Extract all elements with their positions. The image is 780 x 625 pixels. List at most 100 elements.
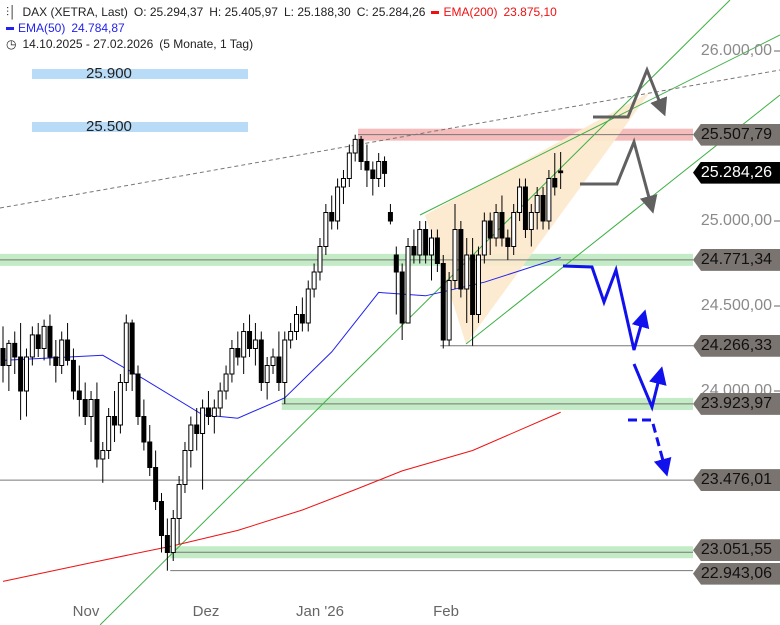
span-label: (5 Monate, 1 Tag) [159,37,254,51]
candle-body [558,170,564,174]
candle-body [423,229,429,256]
candle-body [311,271,317,290]
candle-body [387,212,393,222]
candle-body [18,356,24,392]
ema50-value: 24.784,87 [71,21,125,35]
candle-body [47,325,53,358]
candle-body [188,424,194,451]
candle-body [88,399,94,417]
chart-header: ⫶│ DAX (XETRA, Last) O: 25.294,37 H: 25.405… [6,5,563,20]
candle-body [546,178,552,222]
candle-body [112,416,118,426]
y-tick-label: 24.500,00 [700,297,772,314]
high-value: H: 25.405,97 [209,5,278,19]
scenario-arrow-blue [562,264,650,351]
current-price-tag: 25.284,26 [693,161,780,184]
candle-body [106,416,112,451]
ema200-label[interactable]: EMA(200) [443,5,498,19]
candle-body [241,331,247,358]
candle-body [247,331,253,349]
candle-body [317,246,323,273]
candle-body [41,325,47,349]
candle-body [6,342,12,366]
candle-body [229,348,235,375]
note-box[interactable]: 25.500 [32,118,248,135]
candle-body [100,450,106,460]
candle-body [82,399,88,417]
candle-body [117,382,123,426]
candle-body [223,373,229,392]
candle-body [364,161,370,171]
level-price-tag: 25.507,79 [693,123,780,146]
trend-line [99,0,731,625]
candle-body [393,254,399,273]
candle-body [329,212,335,222]
candle-body [346,152,352,179]
candle-body [475,254,481,315]
scenario-arrow-gray [580,137,658,214]
candle-body [270,356,276,366]
ema200-swatch [431,11,440,15]
level-price-tag: 24.771,34 [693,248,780,271]
low-value: L: 25.188,30 [283,5,351,19]
candle-body [200,407,206,434]
candle-body [499,212,505,239]
level-price-tag: 23.476,01 [693,469,780,492]
candle-body [235,348,241,358]
candle-body [211,407,217,417]
candle-body [352,138,358,154]
candle-body [434,237,440,264]
symbol-label: DAX (XETRA, Last) [22,5,128,19]
candle-body [299,314,305,324]
candle-body [522,186,528,230]
ema50-label[interactable]: EMA(50) [18,21,66,35]
y-tick-label: 26.000,00 [700,42,772,59]
candle-body [540,195,546,222]
candle-body [294,314,299,332]
candle-body [340,178,346,188]
candle-body [65,339,71,361]
candle-body [335,186,341,222]
candle-body [382,161,388,174]
candle-body [205,407,211,417]
x-tick-label: Nov [72,603,100,620]
note-box[interactable]: 25.900 [32,65,248,82]
candle-body [35,334,41,349]
candle-body [452,229,458,281]
level-price-tag: 23.923,97 [693,392,780,415]
candle-body [493,212,499,239]
candle-body [458,229,464,290]
candle-body [517,186,523,213]
candle-body [217,390,223,409]
note-label: 25.500 [86,118,132,135]
candle-body [129,322,135,375]
candle-body [23,356,29,392]
note-label: 25.900 [86,65,132,82]
candle-body [405,246,411,324]
candle-body [170,518,176,553]
candle-body [12,342,18,358]
open-value: O: 25.294,37 [133,5,204,19]
candle-body [176,484,182,519]
candle-body [76,390,82,400]
close-value: C: 25.284,26 [356,5,426,19]
date-range: ◷ 14.10.2025 - 27.02.2026 (5 Monate, 1 Tag… [6,37,259,51]
candle-body [417,229,423,256]
candle-body [194,424,200,434]
candle-body [153,467,159,502]
candle-body [53,356,59,366]
candle-body [94,399,100,460]
candle-body [135,373,141,417]
scenario-arrow-blue [632,363,667,412]
x-tick-label: Jan '26 [296,603,344,620]
candle-body [446,280,452,341]
level-price-tag: 22.943,06 [693,562,780,585]
candle-body [411,246,417,256]
ema200-line [2,411,561,582]
candle-body [182,450,188,485]
trend-line [419,34,780,216]
candle-body [440,263,446,341]
candle-body [534,195,540,213]
candle-body [528,212,534,230]
